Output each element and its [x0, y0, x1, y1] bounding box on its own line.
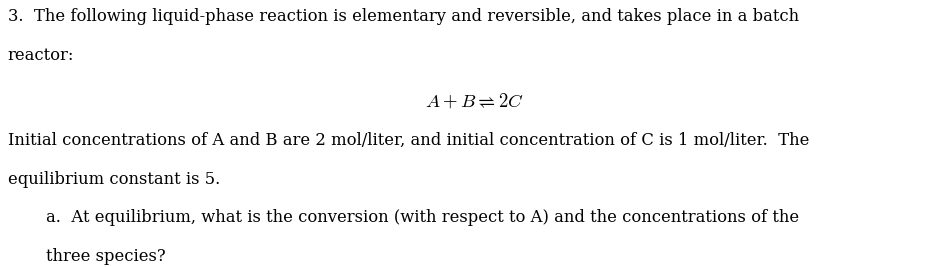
Text: reactor:: reactor:	[8, 47, 74, 64]
Text: $A + B \rightleftharpoons 2C$: $A + B \rightleftharpoons 2C$	[425, 91, 524, 110]
Text: equilibrium constant is 5.: equilibrium constant is 5.	[8, 171, 220, 188]
Text: three species?: three species?	[46, 248, 165, 265]
Text: 3.  The following liquid-phase reaction is elementary and reversible, and takes : 3. The following liquid-phase reaction i…	[8, 8, 799, 25]
Text: a.  At equilibrium, what is the conversion (with respect to A) and the concentra: a. At equilibrium, what is the conversio…	[46, 209, 799, 226]
Text: Initial concentrations of A and B are 2 mol/liter, and initial concentration of : Initial concentrations of A and B are 2 …	[8, 132, 809, 149]
